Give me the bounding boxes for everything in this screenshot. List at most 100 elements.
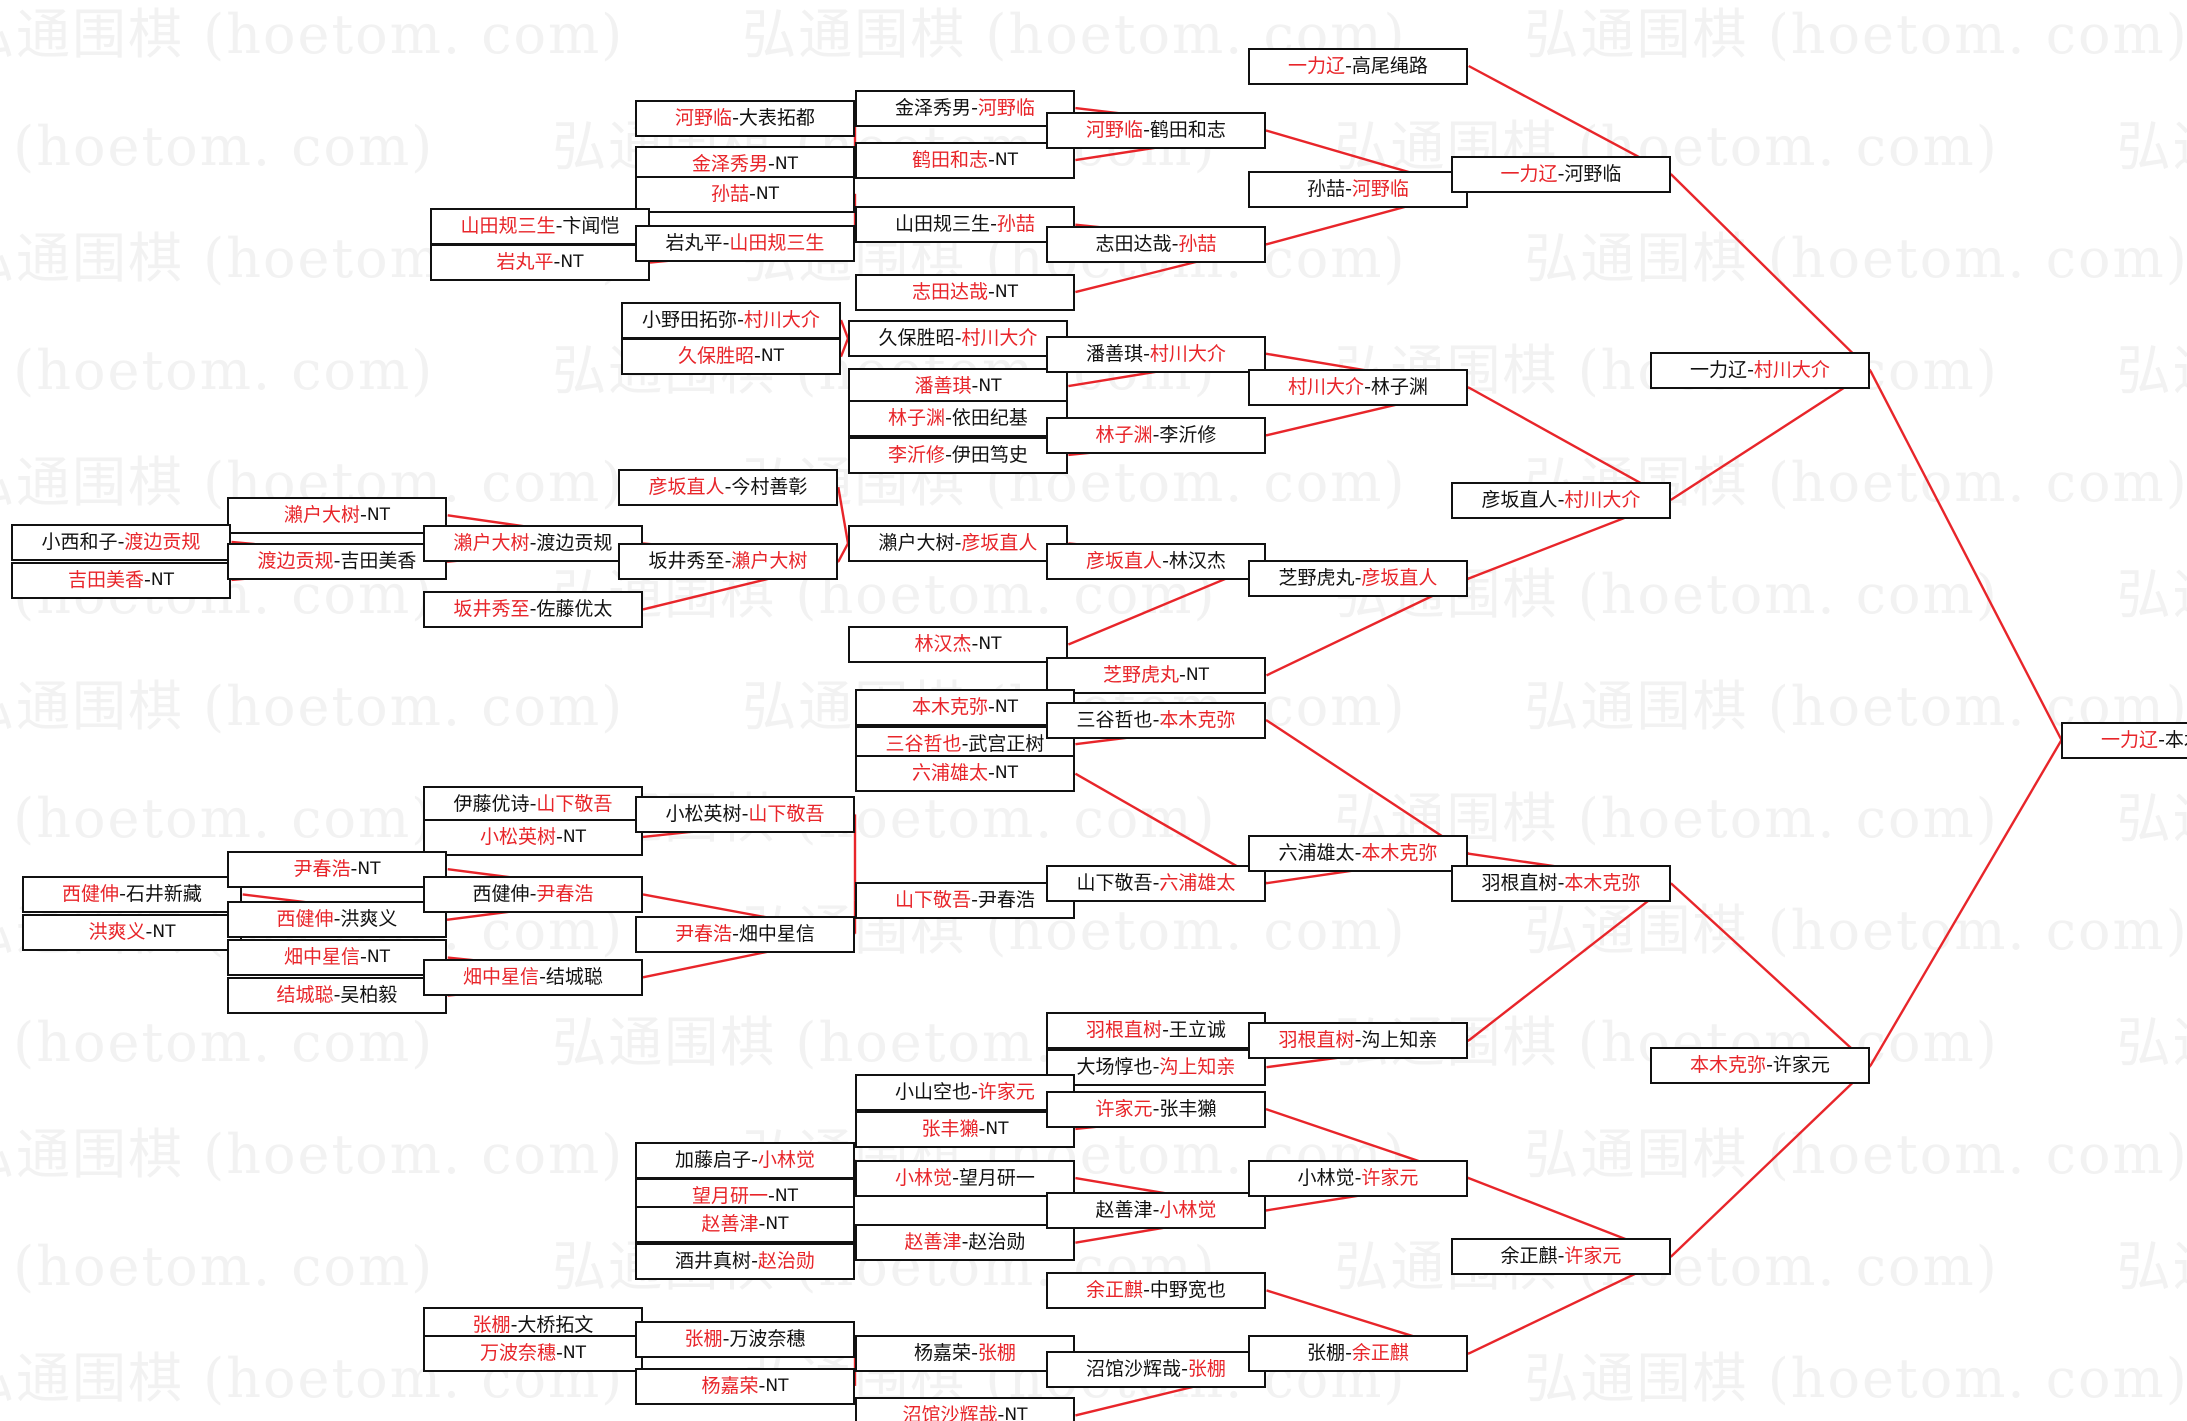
match-box[interactable]: 杨嘉荣 - NT bbox=[635, 1368, 855, 1405]
match-box[interactable]: 久保胜昭 - 村川大介 bbox=[848, 320, 1068, 357]
match-box[interactable]: 久保胜昭 - NT bbox=[621, 338, 841, 375]
match-box[interactable]: 西健伸 - 石井新藏 bbox=[22, 876, 242, 913]
match-box[interactable]: 沼馆沙辉哉 - NT bbox=[855, 1397, 1075, 1421]
match-separator: - bbox=[722, 1328, 730, 1350]
match-box[interactable]: 志田达哉 - NT bbox=[855, 274, 1075, 311]
match-box[interactable]: 彦坂直人 - 今村善彰 bbox=[618, 469, 838, 506]
match-winner: 本木克弥 bbox=[912, 696, 989, 718]
match-loser: 卞闻恺 bbox=[562, 215, 620, 237]
match-box[interactable]: 芝野虎丸 - NT bbox=[1046, 657, 1266, 694]
match-box[interactable]: 彦坂直人 - 林汉杰 bbox=[1046, 543, 1266, 580]
match-box[interactable]: 小山空也 - 许家元 bbox=[855, 1074, 1075, 1111]
match-box[interactable]: 林汉杰 - NT bbox=[848, 626, 1068, 663]
match-box[interactable]: 余正麒 - 许家元 bbox=[1451, 1238, 1671, 1275]
match-bye-marker: NT bbox=[150, 570, 174, 590]
match-box[interactable]: 岩丸平 - 山田规三生 bbox=[635, 225, 855, 262]
match-winner: 河野临 bbox=[977, 97, 1035, 119]
match-box[interactable]: 村川大介 - 林子渊 bbox=[1248, 369, 1468, 406]
match-box[interactable]: 小西和子 - 渡边贡规 bbox=[11, 524, 231, 561]
match-box[interactable]: 赵善津 - 小林觉 bbox=[1046, 1192, 1266, 1229]
match-box[interactable]: 大场惇也 - 沟上知亲 bbox=[1046, 1049, 1266, 1086]
match-box[interactable]: 一力辽-本木克弥 bbox=[2061, 722, 2187, 759]
match-box[interactable]: 洪爽义 - NT bbox=[22, 914, 242, 951]
match-box[interactable]: 赵善津 - NT bbox=[635, 1206, 855, 1243]
match-box[interactable]: 山下敬吾 - 六浦雄太 bbox=[1046, 865, 1266, 902]
match-box[interactable]: 坂井秀至 - 佐藤优太 bbox=[423, 591, 643, 628]
match-box[interactable]: 西健伸 - 洪爽义 bbox=[227, 901, 447, 938]
match-box[interactable]: 六浦雄太 - NT bbox=[855, 755, 1075, 792]
match-box[interactable]: 余正麒 - 中野宽也 bbox=[1046, 1272, 1266, 1309]
match-box[interactable]: 志田达哉 - 孙喆 bbox=[1046, 226, 1266, 263]
bracket-link bbox=[1670, 882, 1872, 1067]
match-loser: 张棚 bbox=[1307, 1342, 1346, 1364]
match-box[interactable]: 彦坂直人 - 村川大介 bbox=[1451, 482, 1671, 519]
match-box[interactable]: 羽根直树 - 本木克弥 bbox=[1451, 865, 1671, 902]
match-box[interactable]: 瀨户大树 - NT bbox=[227, 497, 447, 534]
match-box[interactable]: 畑中星信 - NT bbox=[227, 939, 447, 976]
match-box[interactable]: 尹春浩 - NT bbox=[227, 851, 447, 888]
match-box[interactable]: 孙喆 - NT bbox=[635, 176, 855, 213]
match-box[interactable]: 张丰獺 - NT bbox=[855, 1111, 1075, 1148]
match-box[interactable]: 李沂修 - 伊田笃史 bbox=[848, 437, 1068, 474]
match-box[interactable]: 赵善津 - 赵治勋 bbox=[855, 1224, 1075, 1261]
match-separator: - bbox=[749, 183, 756, 205]
match-box[interactable]: 本木克弥 - NT bbox=[855, 689, 1075, 726]
match-box[interactable]: 加藤启子 - 小林觉 bbox=[635, 1142, 855, 1179]
match-box[interactable]: 潘善琪 - 村川大介 bbox=[1046, 336, 1266, 373]
match-box[interactable]: 河野临 - 鹤田和志 bbox=[1046, 112, 1266, 149]
match-box[interactable]: 小林觉 - 望月研一 bbox=[855, 1160, 1075, 1197]
match-box[interactable]: 瀨户大树 - 彦坂直人 bbox=[848, 525, 1068, 562]
match-box[interactable]: 芝野虎丸 - 彦坂直人 bbox=[1248, 560, 1468, 597]
match-box[interactable]: 本木克弥 - 许家元 bbox=[1650, 1047, 1870, 1084]
match-box[interactable]: 许家元 - 张丰獺 bbox=[1046, 1091, 1266, 1128]
match-box[interactable]: 鹤田和志 - NT bbox=[855, 142, 1075, 179]
match-box[interactable]: 西健伸 - 尹春浩 bbox=[423, 876, 643, 913]
match-box[interactable]: 伊藤优诗 - 山下敬吾 bbox=[423, 786, 643, 823]
match-box[interactable]: 沼馆沙辉哉 - 张棚 bbox=[1046, 1351, 1266, 1388]
match-box[interactable]: 坂井秀至 - 瀨户大树 bbox=[618, 543, 838, 580]
match-box[interactable]: 渡边贡规 - 吉田美香 bbox=[227, 543, 447, 580]
match-box[interactable]: 一力辽 - 高尾绳路 bbox=[1248, 48, 1468, 85]
match-separator: - bbox=[971, 633, 979, 655]
match-box[interactable]: 酒井真树 - 赵治勋 bbox=[635, 1243, 855, 1280]
match-winner: 林汉杰 bbox=[914, 633, 972, 655]
match-box[interactable]: 岩丸平 - NT bbox=[430, 244, 650, 281]
match-box[interactable]: 张棚 - 万波奈穗 bbox=[635, 1321, 855, 1358]
match-box[interactable]: 结城聪 - 吴柏毅 bbox=[227, 977, 447, 1014]
match-box[interactable]: 山下敬吾 - 尹春浩 bbox=[855, 882, 1075, 919]
match-box[interactable]: 小林觉 - 许家元 bbox=[1248, 1160, 1468, 1197]
match-winner: 一力辽 bbox=[1288, 55, 1346, 77]
match-box[interactable]: 畑中星信 - 结城聪 bbox=[423, 959, 643, 996]
match-box[interactable]: 山田规三生 - 卞闻恺 bbox=[430, 208, 650, 245]
match-box[interactable]: 山田规三生 - 孙喆 bbox=[855, 206, 1075, 243]
match-box[interactable]: 林子渊 - 李沂修 bbox=[1046, 417, 1266, 454]
match-box[interactable]: 小松英树 - 山下敬吾 bbox=[635, 796, 855, 833]
match-bye-marker: NT bbox=[760, 346, 784, 366]
match-box[interactable]: 万波奈穗 - NT bbox=[423, 1335, 643, 1372]
match-loser: 渡边贡规 bbox=[536, 532, 613, 554]
match-box[interactable]: 羽根直树 - 沟上知亲 bbox=[1248, 1022, 1468, 1059]
match-box[interactable]: 张棚 - 余正麒 bbox=[1248, 1335, 1468, 1372]
match-separator: - bbox=[1557, 872, 1565, 894]
match-box[interactable]: 孙喆 - 河野临 bbox=[1248, 171, 1468, 208]
match-box[interactable]: 瀨户大树 - 渡边贡规 bbox=[423, 525, 643, 562]
match-loser: 赵治勋 bbox=[968, 1231, 1026, 1253]
match-box[interactable]: 羽根直树 - 王立诚 bbox=[1046, 1012, 1266, 1049]
match-box[interactable]: 尹春浩 - 畑中星信 bbox=[635, 916, 855, 953]
match-box[interactable]: 吉田美香 - NT bbox=[11, 562, 231, 599]
match-loser: 大场惇也 bbox=[1076, 1056, 1153, 1078]
match-loser: 万波奈穗 bbox=[729, 1328, 806, 1350]
match-box[interactable]: 一力辽 - 河野临 bbox=[1451, 156, 1671, 193]
match-box[interactable]: 小松英树 - NT bbox=[423, 819, 643, 856]
match-box[interactable]: 一力辽 - 村川大介 bbox=[1650, 352, 1870, 389]
match-winner: 赵善津 bbox=[904, 1231, 962, 1253]
match-box[interactable]: 杨嘉荣 - 张棚 bbox=[855, 1335, 1075, 1372]
match-box[interactable]: 三谷哲也 - 本木克弥 bbox=[1046, 702, 1266, 739]
match-box[interactable]: 林子渊 - 依田纪基 bbox=[848, 400, 1068, 437]
match-box[interactable]: 六浦雄太 - 本木克弥 bbox=[1248, 835, 1468, 872]
match-winner: 余正麒 bbox=[1351, 1342, 1409, 1364]
match-loser: 芝野虎丸 bbox=[1278, 567, 1355, 589]
match-box[interactable]: 金泽秀男 - 河野临 bbox=[855, 90, 1075, 127]
match-box[interactable]: 小野田拓弥 - 村川大介 bbox=[621, 302, 841, 339]
match-box[interactable]: 河野临 - 大表拓都 bbox=[635, 100, 855, 137]
